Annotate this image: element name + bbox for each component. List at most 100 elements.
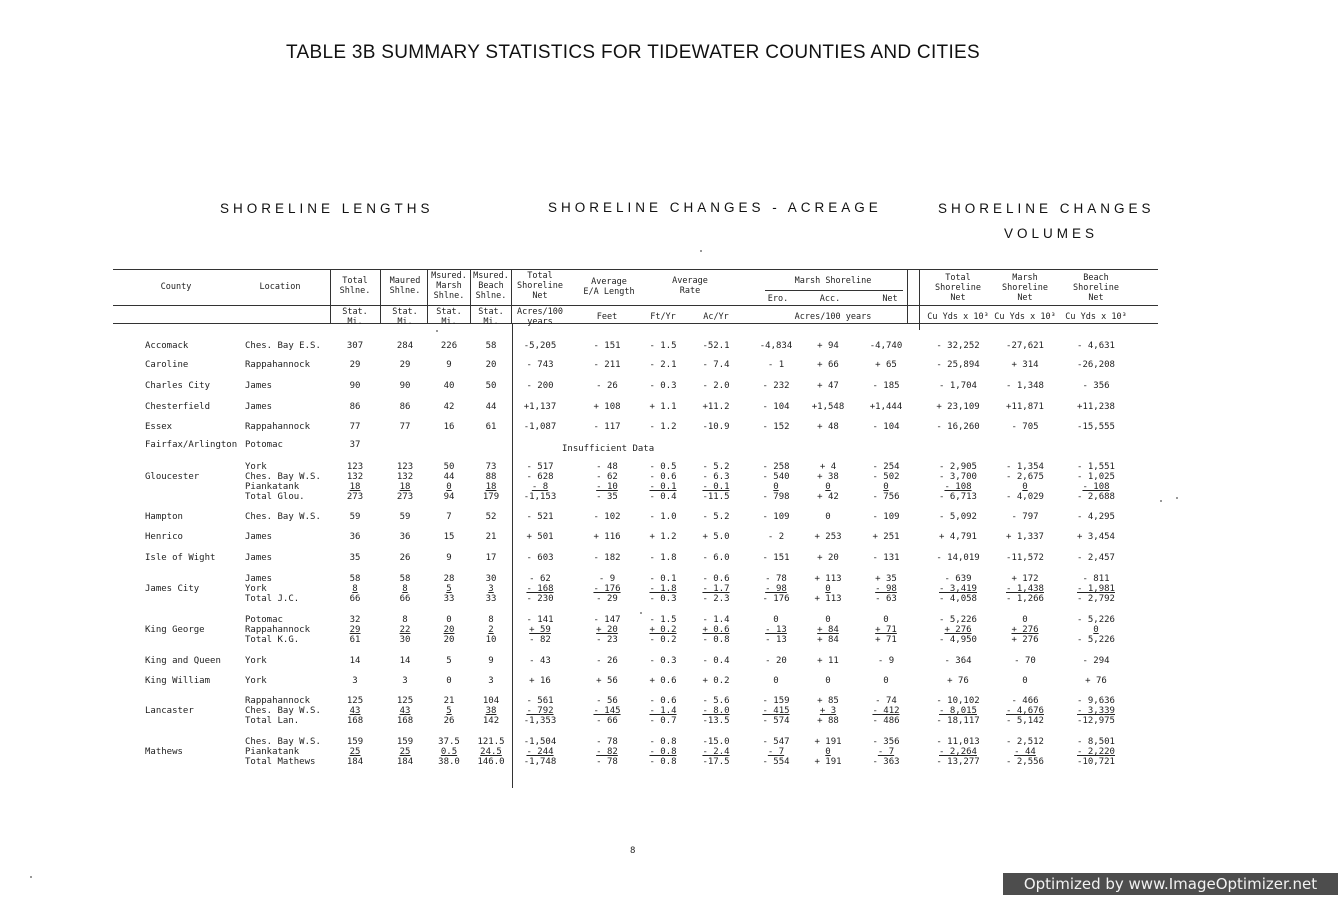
location-name: Ches. Bay W.S. (245, 472, 321, 482)
table-cell-ft: - 1.5 (649, 341, 677, 351)
table-cell-net: -4,740 (869, 341, 903, 351)
table-cell-acc: +1,548 (811, 402, 845, 412)
table-cell-mb: 33 (485, 594, 497, 604)
table-cell-ea: - 78 (596, 737, 618, 747)
table-cell-mm: 44 (443, 472, 455, 482)
location-name: Ches. Bay W.S. (245, 512, 321, 522)
table-cell-ea: - 176 (593, 584, 621, 594)
table-cell-mb: 88 (485, 472, 497, 482)
table-cell-ac: - 5.2 (702, 512, 730, 522)
county-name: Gloucester (145, 472, 200, 482)
table-cell-ts: 35 (349, 553, 361, 563)
table-cell-net: - 74 (875, 696, 897, 706)
table-cell-ms: 22 (399, 625, 411, 635)
location-name: Rappahannock (245, 422, 311, 432)
table-cell-ac: - 7.4 (702, 360, 730, 370)
location-name: Piankatank (245, 747, 300, 757)
table-cell-ac: - 8.0 (702, 706, 730, 716)
table-cell-mb: 9 (488, 656, 494, 666)
table-cell-net: - 185 (872, 381, 900, 391)
table-cell-ac: -15.0 (702, 737, 730, 747)
header-measured-marsh: Msured. Marsh Shlne. (431, 271, 467, 301)
table-cell-mb: 44 (485, 402, 497, 412)
table-cell-acc: + 47 (817, 381, 839, 391)
location-name: James (245, 553, 273, 563)
table-cell-ea: + 108 (593, 402, 621, 412)
table-cell-net: - 412 (872, 706, 900, 716)
table-cell-tn: - 792 (526, 706, 554, 716)
table-cell-ea: + 116 (593, 532, 621, 542)
table-cell-ts: 66 (349, 594, 361, 604)
table-cell-ts: 32 (349, 615, 361, 625)
table-cell-mb: 30 (485, 574, 497, 584)
header-measured-shoreline: Maured Shlne. (389, 276, 421, 296)
table-cell-vt: - 2,905 (939, 462, 977, 472)
table-cell-mm: 21 (443, 696, 455, 706)
county-name: Charles City (145, 381, 211, 391)
table-cell-ms: 86 (399, 402, 411, 412)
table-cell-ts: 59 (349, 512, 361, 522)
table-cell-ft: - 0.8 (649, 747, 677, 757)
table-cell-ero: - 798 (762, 492, 790, 502)
table-cell-ero: - 547 (762, 737, 790, 747)
table-cell-mb: 24.5 (480, 747, 502, 757)
table-cell-ms: 18 (399, 482, 411, 492)
table-cell-mm: 5 (446, 706, 452, 716)
location-name: Potomac (245, 440, 283, 450)
table-cell-mm: 9 (446, 360, 452, 370)
table-cell-vb: - 1,981 (1077, 584, 1115, 594)
table-cell-ts: 25 (349, 747, 361, 757)
table-cell-ero: - 232 (762, 381, 790, 391)
table-cell-ac: -10.9 (702, 422, 730, 432)
table-cell-vt: - 2,264 (939, 747, 977, 757)
table-cell-ft: - 1.5 (649, 615, 677, 625)
table-top-rule (113, 269, 1158, 270)
table-cell-ea: - 56 (596, 696, 618, 706)
header-total-shoreline-net: Total Shoreline Net (516, 271, 564, 301)
table-cell-acc: + 94 (817, 341, 839, 351)
scan-speck (30, 876, 32, 878)
table-cell-ea: - 9 (598, 574, 616, 584)
table-cell-vt: - 4,058 (939, 594, 977, 604)
table-cell-ms: 43 (399, 706, 411, 716)
table-cell-vb: - 108 (1082, 482, 1110, 492)
table-cell-vb: + 3,454 (1077, 532, 1115, 542)
table-cell-ea: - 26 (596, 381, 618, 391)
table-cell-net: 0 (883, 676, 889, 686)
table-cell-ts: 8 (352, 584, 358, 594)
table-cell-acc: 0 (825, 512, 831, 522)
marsh-shoreline-rule (765, 290, 903, 291)
table-cell-net: - 109 (872, 512, 900, 522)
table-cell-ero: - 104 (762, 402, 790, 412)
table-cell-ero: - 415 (762, 706, 790, 716)
table-cell-vt: - 13,277 (936, 757, 980, 767)
table-cell-vb: - 3,339 (1077, 706, 1115, 716)
table-cell-ms: 77 (399, 422, 411, 432)
table-cell-ft: - 0.3 (649, 594, 677, 604)
table-cell-net: - 502 (872, 472, 900, 482)
table-cell-ea: - 29 (596, 594, 618, 604)
table-cell-net: + 71 (875, 635, 897, 645)
location-name: Potomac (245, 615, 283, 625)
unit-stat-mi: Stat. Mi. (342, 307, 368, 327)
table-cell-vb: -12,975 (1077, 716, 1115, 726)
table-cell-ts: 132 (346, 472, 364, 482)
table-cell-ea: - 117 (593, 422, 621, 432)
table-cell-ac: -13.5 (702, 716, 730, 726)
table-cell-tn: -1,353 (523, 716, 557, 726)
table-cell-ac: - 6.3 (702, 472, 730, 482)
scan-speck (700, 250, 702, 252)
table-cell-vm: - 705 (1011, 422, 1039, 432)
table-cell-ms: 284 (396, 341, 414, 351)
table-cell-vb: -15,555 (1077, 422, 1115, 432)
table-cell-ms: 90 (399, 381, 411, 391)
table-cell-net: + 251 (872, 532, 900, 542)
table-cell-ts: 36 (349, 532, 361, 542)
table-cell-ms: 30 (399, 635, 411, 645)
table-cell-mb: 18 (485, 482, 497, 492)
table-cell-vm: + 276 (1011, 635, 1039, 645)
table-cell-vt: - 3,419 (939, 584, 977, 594)
unit-acres-per-year: Ac/Yr (703, 312, 729, 322)
table-cell-ea: + 20 (596, 625, 618, 635)
table-cell-tn: +1,137 (523, 402, 557, 412)
